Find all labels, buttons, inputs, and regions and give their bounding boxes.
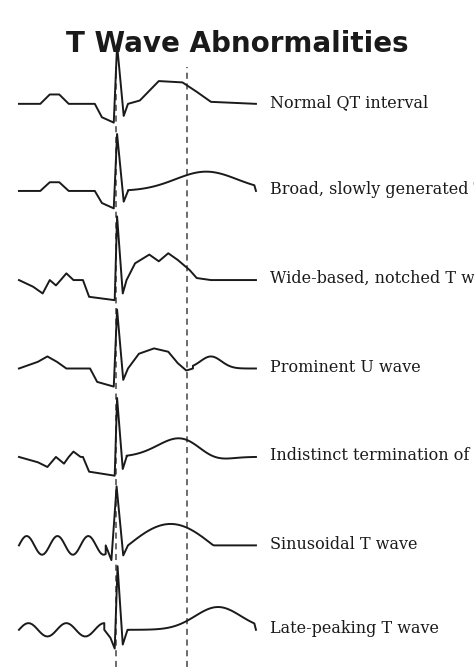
Text: Indistinct termination of T wave: Indistinct termination of T wave [270, 447, 474, 464]
Text: Normal QT interval: Normal QT interval [270, 94, 428, 111]
Text: T Wave Abnormalities: T Wave Abnormalities [66, 30, 408, 58]
Text: Sinusoidal T wave: Sinusoidal T wave [270, 535, 418, 553]
Text: Prominent U wave: Prominent U wave [270, 358, 421, 376]
Text: Broad, slowly generated T wave: Broad, slowly generated T wave [270, 181, 474, 198]
Text: Late-peaking T wave: Late-peaking T wave [270, 620, 439, 637]
Text: Wide-based, notched T wave: Wide-based, notched T wave [270, 270, 474, 287]
